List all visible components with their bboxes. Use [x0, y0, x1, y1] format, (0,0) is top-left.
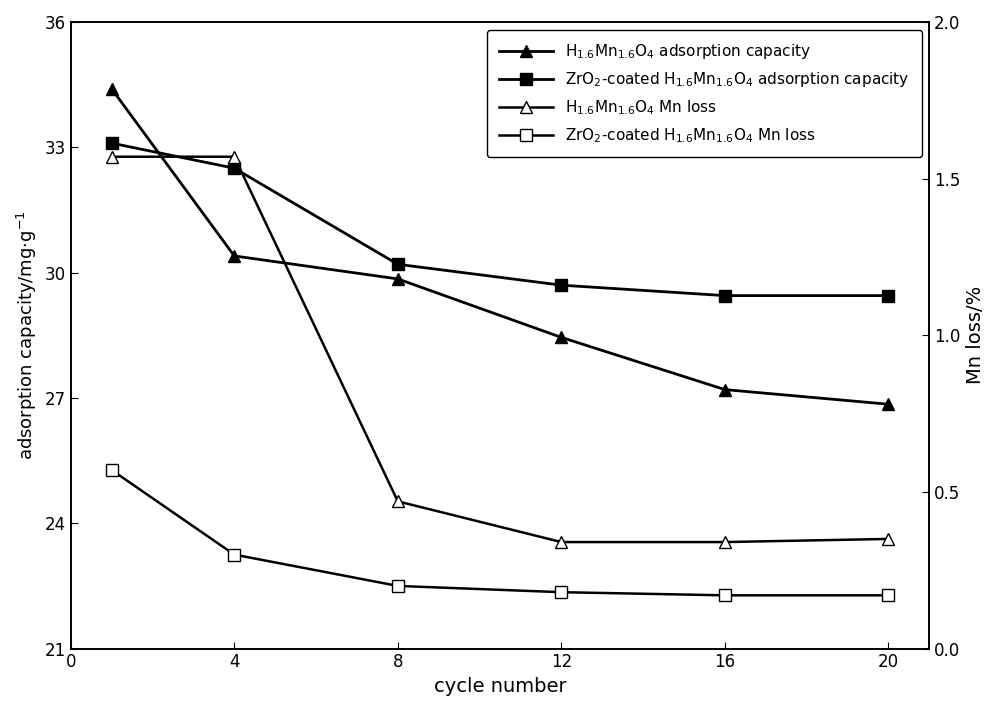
- ZrO$_2$-coated H$_{1.6}$Mn$_{1.6}$O$_{4}$ Mn loss: [392, 582, 404, 590]
- H$_{1.6}$Mn$_{1.6}$O$_{4}$ Mn loss: [106, 152, 118, 161]
- Line: H$_{1.6}$Mn$_{1.6}$O$_{4}$ adsorption capacity: H$_{1.6}$Mn$_{1.6}$O$_{4}$ adsorption ca…: [106, 83, 894, 410]
- Legend: H$_{1.6}$Mn$_{1.6}$O$_{4}$ adsorption capacity, ZrO$_2$-coated H$_{1.6}$Mn$_{1.6: H$_{1.6}$Mn$_{1.6}$O$_{4}$ adsorption ca…: [487, 30, 922, 157]
- H$_{1.6}$Mn$_{1.6}$O$_{4}$ adsorption capacity: [228, 252, 240, 260]
- H$_{1.6}$Mn$_{1.6}$O$_{4}$ Mn loss: [719, 538, 731, 546]
- H$_{1.6}$Mn$_{1.6}$O$_{4}$ adsorption capacity: [882, 400, 894, 409]
- Y-axis label: adsorption capacity/mg·g$^{-1}$: adsorption capacity/mg·g$^{-1}$: [15, 210, 39, 460]
- ZrO$_2$-coated H$_{1.6}$Mn$_{1.6}$O$_{4}$ adsorption capacity: [392, 260, 404, 269]
- Line: H$_{1.6}$Mn$_{1.6}$O$_{4}$ Mn loss: H$_{1.6}$Mn$_{1.6}$O$_{4}$ Mn loss: [106, 151, 894, 547]
- ZrO$_2$-coated H$_{1.6}$Mn$_{1.6}$O$_{4}$ Mn loss: [228, 550, 240, 559]
- H$_{1.6}$Mn$_{1.6}$O$_{4}$ Mn loss: [555, 538, 567, 546]
- H$_{1.6}$Mn$_{1.6}$O$_{4}$ Mn loss: [392, 497, 404, 506]
- X-axis label: cycle number: cycle number: [434, 677, 566, 696]
- ZrO$_2$-coated H$_{1.6}$Mn$_{1.6}$O$_{4}$ adsorption capacity: [719, 292, 731, 300]
- ZrO$_2$-coated H$_{1.6}$Mn$_{1.6}$O$_{4}$ Mn loss: [882, 591, 894, 599]
- Y-axis label: Mn loss/%: Mn loss/%: [966, 286, 985, 385]
- H$_{1.6}$Mn$_{1.6}$O$_{4}$ Mn loss: [882, 535, 894, 543]
- ZrO$_2$-coated H$_{1.6}$Mn$_{1.6}$O$_{4}$ Mn loss: [555, 588, 567, 597]
- H$_{1.6}$Mn$_{1.6}$O$_{4}$ adsorption capacity: [106, 85, 118, 93]
- H$_{1.6}$Mn$_{1.6}$O$_{4}$ adsorption capacity: [555, 333, 567, 342]
- H$_{1.6}$Mn$_{1.6}$O$_{4}$ adsorption capacity: [719, 385, 731, 394]
- Line: ZrO$_2$-coated H$_{1.6}$Mn$_{1.6}$O$_{4}$ adsorption capacity: ZrO$_2$-coated H$_{1.6}$Mn$_{1.6}$O$_{4}…: [106, 138, 894, 301]
- H$_{1.6}$Mn$_{1.6}$O$_{4}$ adsorption capacity: [392, 274, 404, 283]
- ZrO$_2$-coated H$_{1.6}$Mn$_{1.6}$O$_{4}$ Mn loss: [106, 466, 118, 474]
- ZrO$_2$-coated H$_{1.6}$Mn$_{1.6}$O$_{4}$ adsorption capacity: [882, 292, 894, 300]
- H$_{1.6}$Mn$_{1.6}$O$_{4}$ Mn loss: [228, 152, 240, 161]
- Line: ZrO$_2$-coated H$_{1.6}$Mn$_{1.6}$O$_{4}$ Mn loss: ZrO$_2$-coated H$_{1.6}$Mn$_{1.6}$O$_{4}…: [106, 464, 894, 601]
- ZrO$_2$-coated H$_{1.6}$Mn$_{1.6}$O$_{4}$ Mn loss: [719, 591, 731, 599]
- ZrO$_2$-coated H$_{1.6}$Mn$_{1.6}$O$_{4}$ adsorption capacity: [106, 139, 118, 147]
- ZrO$_2$-coated H$_{1.6}$Mn$_{1.6}$O$_{4}$ adsorption capacity: [228, 164, 240, 173]
- ZrO$_2$-coated H$_{1.6}$Mn$_{1.6}$O$_{4}$ adsorption capacity: [555, 281, 567, 289]
